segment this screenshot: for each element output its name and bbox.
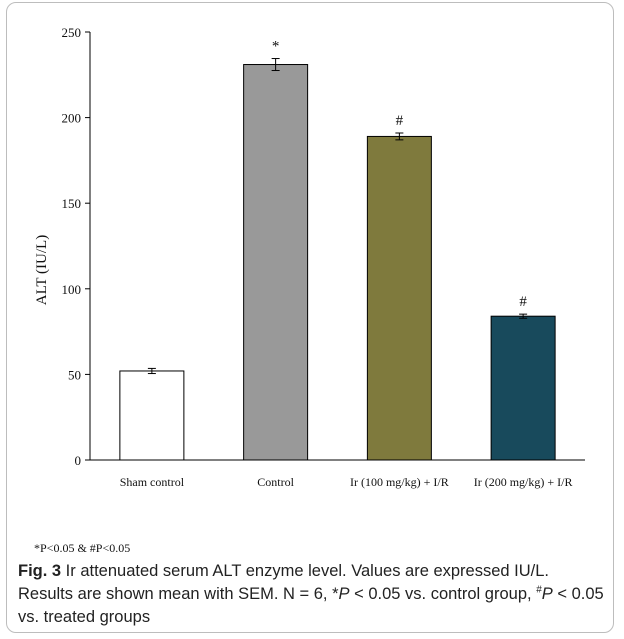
y-tick-label-3: 150 [62, 196, 82, 211]
y-tick-label-5: 250 [62, 25, 82, 40]
y-tick-label-4: 200 [62, 111, 82, 126]
x-tick-labels: Sham control Control Ir (100 mg/kg) + I/R I… [120, 475, 573, 489]
significance-mark-1: * [272, 39, 280, 55]
caption-text-1: Ir attenuated serum ALT enzyme level. Va… [18, 562, 550, 603]
bar-1 [243, 64, 309, 461]
bar-2 [366, 135, 432, 461]
x-tick-label-1: Control [257, 475, 294, 489]
caption-text-2: < 0.05 vs. control group, [349, 585, 537, 603]
bar-3 [490, 315, 556, 461]
significance-footnote: *P<0.05 & #P<0.05 [34, 541, 131, 555]
bar-chart: 0 50 100 150 200 250 * # # Sham control Control I… [34, 25, 585, 489]
y-tick-label-1: 50 [68, 367, 81, 382]
caption-p-2: P [541, 585, 553, 603]
error-bars [147, 58, 528, 375]
significance-mark-3: # [519, 294, 527, 310]
caption-text-3: < 0.05 vs. treated groups [18, 585, 604, 626]
figure-caption: Fig. 3 Ir attenuated serum ALT enzyme le… [18, 560, 608, 629]
x-tick-label-3: Ir (200 mg/kg) + I/R [474, 475, 573, 489]
y-axis-label: ALT (IU/L) [34, 235, 50, 305]
x-tick-label-2: Ir (100 mg/kg) + I/R [350, 475, 449, 489]
significance-mark-2: # [396, 113, 404, 129]
bar-0 [119, 370, 185, 461]
caption-hash-sup: # [536, 584, 542, 596]
y-tick-label-0: 0 [75, 453, 82, 468]
caption-p-1: P [338, 585, 350, 603]
bars [119, 64, 556, 461]
y-ticks: 0 50 100 150 200 250 [62, 25, 90, 468]
significance-marks: * # # [272, 39, 528, 311]
x-tick-label-0: Sham control [120, 475, 185, 489]
caption-label: Fig. 3 [18, 562, 62, 580]
y-tick-label-2: 100 [62, 282, 82, 297]
